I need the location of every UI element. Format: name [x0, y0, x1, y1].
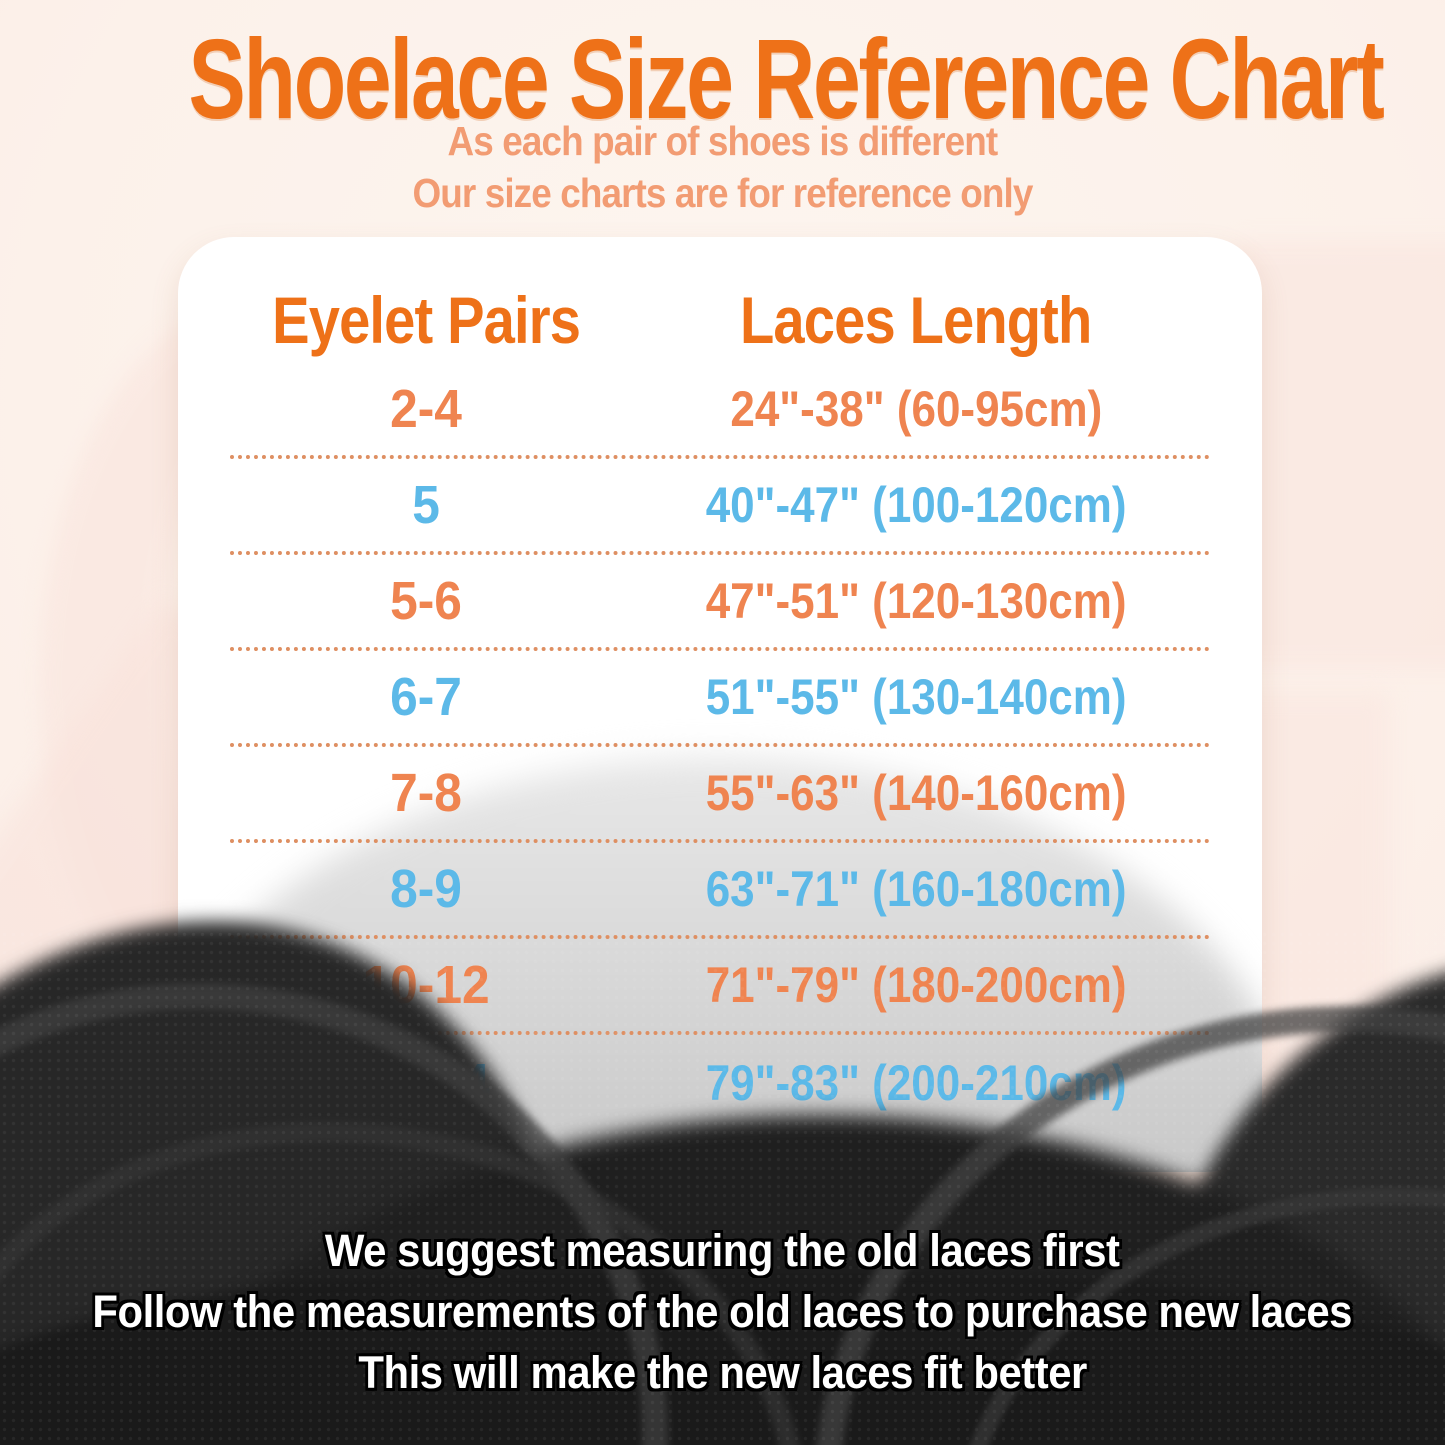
column-header-laces-length: Laces Length [740, 283, 1092, 357]
size-chart-panel: Eyelet Pairs Laces Length 2-4 24"-38" (6… [178, 237, 1262, 1172]
table-row: 5-6 47"-51" (120-130cm) [230, 555, 1210, 651]
table-row: 2-4 24"-38" (60-95cm) [230, 363, 1210, 459]
eyelet-pairs-value: 2-4 [390, 379, 462, 439]
column-header-eyelet-pairs: Eyelet Pairs [272, 283, 581, 357]
table-row: 10-12 71"-79" (180-200cm) [230, 939, 1210, 1035]
laces-length-cell: 71"-79" (180-200cm) [622, 956, 1210, 1014]
eyelet-pairs-cell: 5-6 [230, 570, 622, 632]
laces-length-cell: 24"-38" (60-95cm) [622, 380, 1210, 438]
table-header-row: Eyelet Pairs Laces Length [230, 237, 1210, 363]
footer-note: We suggest measuring the old laces first… [0, 1226, 1445, 1409]
table-row: 7-8 55"-63" (140-160cm) [230, 747, 1210, 843]
footer-row: We suggest measuring the old laces first [0, 1226, 1445, 1287]
header-cell-eyelet-pairs: Eyelet Pairs [230, 282, 622, 358]
eyelet-pairs-value: 6-7 [390, 667, 462, 727]
laces-length-value: 47"-51" (120-130cm) [705, 573, 1127, 629]
laces-length-value: 51"-55" (130-140cm) [705, 669, 1127, 725]
laces-length-value: 24"-38" (60-95cm) [730, 381, 1102, 437]
eyelet-pairs-cell: 5 [230, 474, 622, 536]
eyelet-pairs-cell: 10-12 [230, 954, 622, 1016]
watermark-shape [1235, 240, 1445, 670]
eyelet-pairs-value: 8-9 [390, 859, 462, 919]
laces-length-value: 40"-47" (100-120cm) [705, 477, 1127, 533]
eyelet-pairs-cell: 6-7 [230, 666, 622, 728]
table-row: 13-14 79"-83" (200-210cm) [230, 1035, 1210, 1131]
eyelet-pairs-value: 7-8 [390, 763, 462, 823]
eyelet-pairs-cell: 7-8 [230, 762, 622, 824]
laces-length-cell: 63"-71" (160-180cm) [622, 860, 1210, 918]
eyelet-pairs-value: 10-12 [362, 955, 490, 1015]
subtitle-line-1: As each pair of shoes is different [447, 118, 999, 164]
laces-length-value: 55"-63" (140-160cm) [705, 765, 1127, 821]
subtitle-line-2: Our size charts are for reference only [412, 170, 1033, 216]
table-row: 8-9 63"-71" (160-180cm) [230, 843, 1210, 939]
laces-length-value: 71"-79" (180-200cm) [705, 957, 1127, 1013]
footer-row: This will make the new laces fit better [0, 1348, 1445, 1409]
footer-line-2: Follow the measurements of the old laces… [92, 1286, 1353, 1337]
footer-row: Follow the measurements of the old laces… [0, 1287, 1445, 1348]
table-row: 6-7 51"-55" (130-140cm) [230, 651, 1210, 747]
laces-length-cell: 79"-83" (200-210cm) [622, 1054, 1210, 1112]
eyelet-pairs-value: 13-14 [362, 1053, 490, 1113]
eyelet-pairs-value: 5-6 [390, 571, 462, 631]
subtitle-block: As each pair of shoes is different Our s… [0, 120, 1445, 224]
title-block: Shoelace Size Reference Chart [0, 14, 1445, 144]
laces-length-cell: 55"-63" (140-160cm) [622, 764, 1210, 822]
eyelet-pairs-value: 5 [412, 475, 440, 535]
eyelet-pairs-cell: 13-14 [230, 1052, 622, 1114]
laces-length-value: 79"-83" (200-210cm) [705, 1055, 1127, 1111]
size-table-rows: 2-4 24"-38" (60-95cm) 5 40"-47" (100-120… [230, 363, 1210, 1131]
subtitle-row: As each pair of shoes is different [0, 120, 1445, 172]
page-title: Shoelace Size Reference Chart [188, 16, 1385, 142]
eyelet-pairs-cell: 8-9 [230, 858, 622, 920]
header-cell-laces-length: Laces Length [622, 282, 1210, 358]
table-row: 5 40"-47" (100-120cm) [230, 459, 1210, 555]
laces-length-value: 63"-71" (160-180cm) [705, 861, 1127, 917]
laces-length-cell: 47"-51" (120-130cm) [622, 572, 1210, 630]
footer-line-1: We suggest measuring the old laces first [325, 1225, 1120, 1276]
eyelet-pairs-cell: 2-4 [230, 378, 622, 440]
laces-length-cell: 51"-55" (130-140cm) [622, 668, 1210, 726]
footer-line-3: This will make the new laces fit better [358, 1347, 1087, 1398]
subtitle-row: Our size charts are for reference only [0, 172, 1445, 224]
laces-length-cell: 40"-47" (100-120cm) [622, 476, 1210, 534]
